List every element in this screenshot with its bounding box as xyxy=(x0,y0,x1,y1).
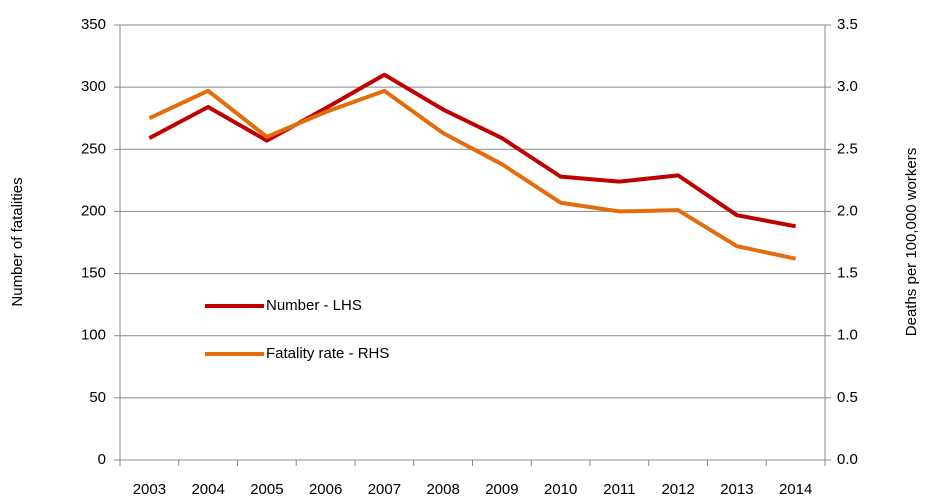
y-tick-label: 50 xyxy=(89,389,106,406)
x-tick-label: 2004 xyxy=(191,481,224,498)
y-tick-label: 0 xyxy=(98,451,106,468)
y2-tick-label: 0.5 xyxy=(837,389,858,406)
x-tick-label: 2013 xyxy=(720,481,753,498)
x-tick-label: 2014 xyxy=(779,481,812,498)
x-tick-label: 2006 xyxy=(309,481,342,498)
legend-label: Number - LHS xyxy=(266,297,362,314)
y-tick-label: 200 xyxy=(81,202,106,219)
y2-tick-label: 2.5 xyxy=(837,140,858,157)
y2-tick-label: 3.0 xyxy=(837,78,858,95)
x-tick-label: 2007 xyxy=(368,481,401,498)
y2-tick-label: 1.0 xyxy=(837,327,858,344)
x-tick-label: 2010 xyxy=(544,481,577,498)
y2-tick-label: 0.0 xyxy=(837,451,858,468)
y2-tick-label: 2.0 xyxy=(837,202,858,219)
series-line xyxy=(148,88,797,261)
y-tick-label: 350 xyxy=(81,16,106,33)
x-tick-label: 2005 xyxy=(250,481,283,498)
y-axis-title: Number of fatalities xyxy=(9,177,26,306)
series-line xyxy=(148,72,796,229)
x-tick-label: 2008 xyxy=(426,481,459,498)
x-tick-label: 2009 xyxy=(485,481,518,498)
y2-axis-title: Deaths per 100,000 workers xyxy=(903,148,920,336)
x-tick-label: 2011 xyxy=(603,481,635,498)
x-tick-label: 2012 xyxy=(661,481,694,498)
y-tick-label: 300 xyxy=(81,78,106,95)
y-tick-label: 100 xyxy=(81,327,106,344)
y2-tick-label: 1.5 xyxy=(837,265,858,282)
x-tick-label: 2003 xyxy=(133,481,166,498)
y2-tick-label: 3.5 xyxy=(837,16,858,33)
legend-label: Fatality rate - RHS xyxy=(266,345,389,362)
y-tick-label: 150 xyxy=(81,265,106,282)
y-tick-label: 250 xyxy=(81,140,106,157)
